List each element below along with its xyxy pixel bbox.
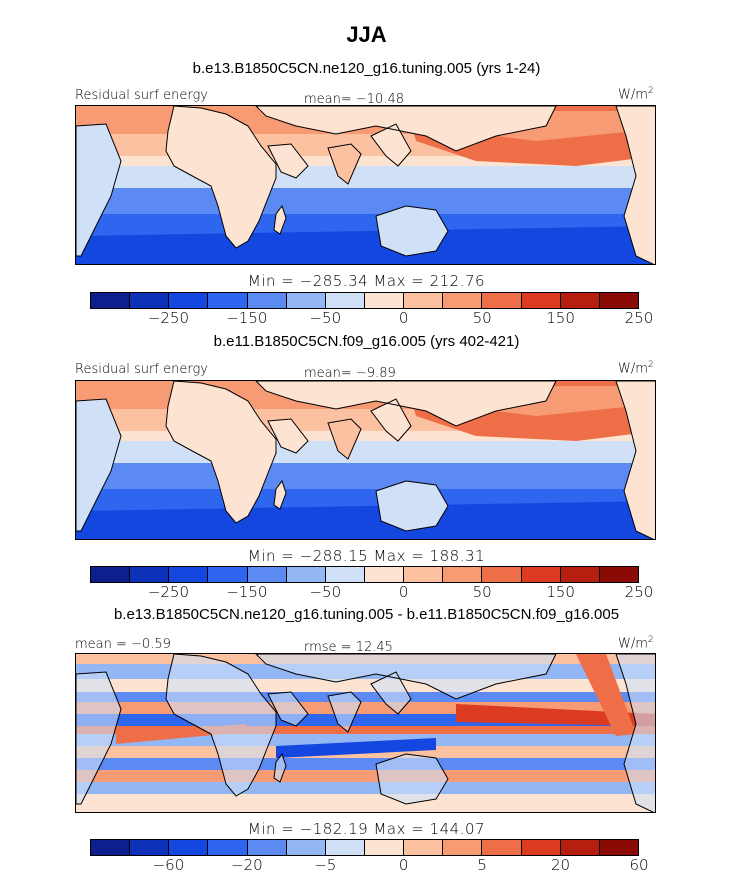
- panel-2-colorbar: [90, 566, 639, 583]
- colorbar-tick-label: 0: [398, 309, 409, 327]
- colorbar-swatch: [325, 567, 365, 582]
- figure-title: JJA: [346, 22, 387, 47]
- colorbar-tick-label: −150: [226, 309, 268, 327]
- colorbar-tick-label: 150: [546, 583, 575, 601]
- colorbar-swatch: [404, 567, 444, 582]
- colorbar-swatch: [286, 840, 326, 855]
- colorbar-tick-label: −60: [152, 856, 185, 874]
- colorbar-swatch: [482, 840, 522, 855]
- colorbar-tick-label: 250: [624, 309, 654, 327]
- panel-1-colorbar: [90, 292, 639, 309]
- panel-2-colorbar-ticks: −250 −150 −50 0 50 150 250: [90, 583, 654, 601]
- colorbar-swatch: [521, 293, 561, 308]
- colorbar-swatch: [521, 840, 561, 855]
- colorbar-tick-label: −5: [314, 856, 337, 874]
- colorbar-tick-label: −50: [309, 309, 342, 327]
- colorbar-swatch: [169, 840, 209, 855]
- colorbar-tick-label: 250: [624, 583, 654, 601]
- panel-3-units: W/m2: [618, 635, 654, 652]
- panel-2-mean-label: mean= −9.89: [304, 366, 396, 381]
- panel-1-title: b.e13.B1850C5CN.ne120_g16.tuning.005 (yr…: [192, 60, 541, 77]
- colorbar-swatch: [130, 293, 170, 308]
- colorbar-tick-label: 50: [472, 309, 492, 327]
- colorbar-tick-label: −150: [226, 583, 268, 601]
- colorbar-swatch: [247, 293, 287, 308]
- panel-3-title: b.e13.B1850C5CN.ne120_g16.tuning.005 - b…: [113, 606, 620, 623]
- colorbar-swatch: [247, 567, 287, 582]
- panel-3-rmse-label: rmse = 12.45: [304, 640, 393, 655]
- colorbar-tick-label: 5: [477, 856, 487, 874]
- colorbar-tick-label: 20: [551, 856, 571, 874]
- colorbar-swatch: [404, 840, 444, 855]
- colorbar-swatch: [208, 840, 248, 855]
- colorbar-swatch: [91, 567, 131, 582]
- panel-2-map-field: [76, 381, 655, 539]
- panel-2-map: [75, 380, 656, 540]
- colorbar-swatch: [560, 293, 600, 308]
- colorbar-tick-label: −250: [147, 583, 190, 601]
- colorbar-swatch: [91, 293, 131, 308]
- colorbar-swatch: [521, 567, 561, 582]
- panel-2-title: b.e11.B1850C5CN.f09_g16.005 (yrs 402-421…: [213, 333, 520, 350]
- colorbar-swatch: [169, 567, 209, 582]
- colorbar-tick-label: −50: [309, 583, 342, 601]
- colorbar-swatch: [482, 567, 522, 582]
- panel-3-map-field: [76, 654, 655, 812]
- panel-3-map: [75, 653, 656, 813]
- colorbar-tick-label: 60: [629, 856, 649, 874]
- colorbar-swatch: [286, 567, 326, 582]
- panel-3-colorbar-ticks: −60 −20 −5 0 5 20 60: [90, 856, 649, 874]
- panel-2-units: W/m2: [618, 360, 654, 377]
- colorbar-tick-label: −250: [147, 309, 190, 327]
- colorbar-swatch: [443, 840, 483, 855]
- colorbar-swatch: [169, 293, 209, 308]
- colorbar-swatch: [560, 840, 600, 855]
- colorbar-tick-label: −20: [231, 856, 263, 874]
- panel-1-map-field: [76, 106, 655, 264]
- colorbar-swatch: [560, 567, 600, 582]
- panel-1-variable-label: Residual surf energy: [75, 88, 208, 103]
- panel-2-min-max: Min = −288.15 Max = 188.31: [247, 547, 486, 565]
- colorbar-swatch: [325, 840, 365, 855]
- colorbar-swatch: [443, 293, 483, 308]
- panel-3-mean-label: mean = −0.59: [75, 637, 171, 652]
- colorbar-tick-label: 50: [472, 583, 492, 601]
- colorbar-swatch: [364, 567, 405, 582]
- panel-1-map: [75, 105, 656, 265]
- colorbar-swatch: [208, 293, 248, 308]
- colorbar-swatch: [208, 567, 248, 582]
- colorbar-swatch: [130, 840, 170, 855]
- colorbar-tick-label: 0: [398, 856, 409, 874]
- colorbar-swatch: [599, 293, 638, 308]
- colorbar-swatch: [364, 293, 405, 308]
- colorbar-swatch: [404, 293, 444, 308]
- panel-1-mean-label: mean= −10.48: [304, 92, 405, 107]
- panel-3-min-max: Min = −182.19 Max = 144.07: [247, 820, 486, 838]
- panel-2-variable-label: Residual surf energy: [75, 362, 208, 377]
- colorbar-tick-label: 0: [398, 583, 409, 601]
- colorbar-tick-label: 150: [546, 309, 575, 327]
- colorbar-swatch: [130, 567, 170, 582]
- panel-1-units: W/m2: [618, 86, 654, 103]
- colorbar-swatch: [364, 840, 405, 855]
- colorbar-swatch: [599, 567, 638, 582]
- colorbar-swatch: [91, 840, 131, 855]
- colorbar-swatch: [247, 840, 287, 855]
- colorbar-swatch: [286, 293, 326, 308]
- colorbar-swatch: [599, 840, 638, 855]
- colorbar-swatch: [325, 293, 365, 308]
- colorbar-swatch: [443, 567, 483, 582]
- panel-1-colorbar-ticks: −250 −150 −50 0 50 150 250: [90, 309, 654, 327]
- panel-1-min-max: Min = −285.34 Max = 212.76: [247, 272, 486, 290]
- panel-3-colorbar: [90, 839, 639, 856]
- colorbar-swatch: [482, 293, 522, 308]
